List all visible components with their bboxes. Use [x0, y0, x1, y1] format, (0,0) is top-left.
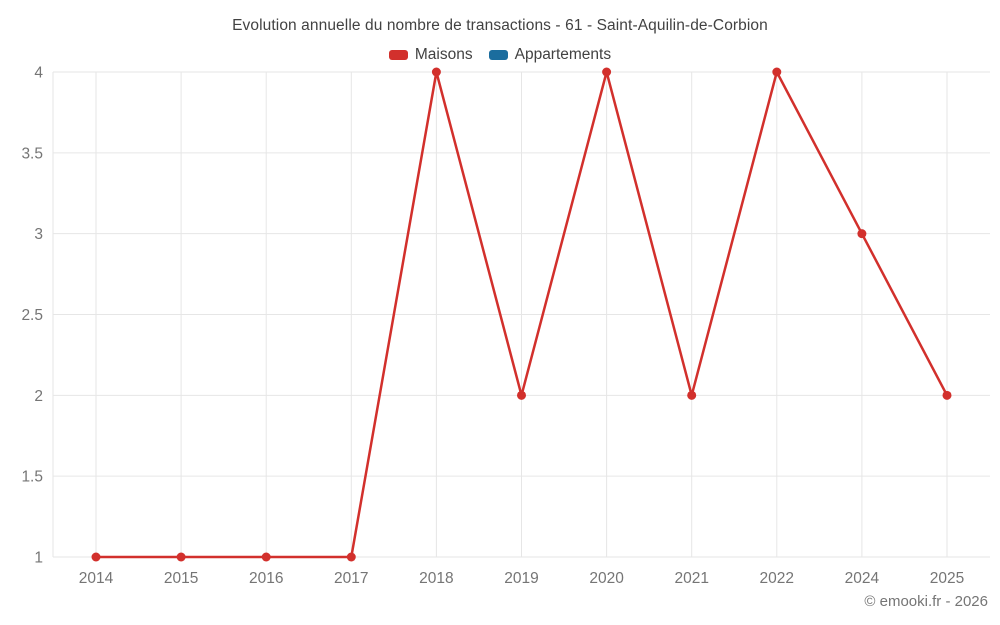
y-tick-label: 2	[34, 388, 43, 405]
x-tick-label: 2014	[79, 570, 114, 587]
x-tick-label: 2025	[930, 570, 964, 587]
y-tick-label: 1.5	[21, 469, 43, 486]
data-point[interactable]	[346, 552, 356, 562]
y-tick-label: 2.5	[21, 307, 43, 324]
x-tick-label: 2016	[249, 570, 283, 587]
legend-item-maisons[interactable]: Maisons	[388, 46, 473, 64]
data-point[interactable]	[91, 552, 101, 562]
y-tick-label: 1	[34, 550, 43, 567]
data-point[interactable]	[857, 229, 867, 239]
chart-title: Evolution annuelle du nombre de transact…	[232, 17, 768, 34]
x-tick-label: 2015	[164, 570, 198, 587]
data-point[interactable]	[261, 552, 271, 562]
x-tick-label: 2021	[674, 570, 708, 587]
data-point[interactable]	[772, 67, 782, 77]
x-tick-label: 2017	[334, 570, 368, 587]
x-tick-label: 2022	[760, 570, 794, 587]
data-point[interactable]	[687, 390, 697, 400]
x-tick-label: 2018	[419, 570, 453, 587]
data-point[interactable]	[176, 552, 186, 562]
data-point[interactable]	[942, 390, 952, 400]
chart-legend: Maisons Appartements	[0, 46, 1000, 64]
data-point[interactable]	[431, 67, 441, 77]
y-axis-labels: 1 1.5 2 2.5 3 3.5 4	[21, 65, 43, 567]
x-tick-label: 2020	[589, 570, 624, 587]
y-tick-label: 4	[34, 65, 43, 82]
x-axis-labels: 2014 2015 2016 2017 2018 2019 2020 2021 2022 2024…	[79, 570, 964, 587]
y-tick-label: 3	[34, 226, 43, 243]
legend-label-appartements: Appartements	[514, 46, 612, 63]
appartements-swatch-icon	[488, 50, 508, 60]
y-tick-label: 3.5	[21, 145, 43, 162]
gridlines	[52, 71, 990, 558]
legend-label-maisons: Maisons	[414, 46, 473, 63]
data-point[interactable]	[517, 390, 526, 400]
data-point[interactable]	[602, 67, 612, 77]
maisons-swatch-icon	[388, 50, 408, 60]
x-tick-label: 2019	[504, 570, 538, 587]
series-lines	[91, 67, 952, 562]
watermark: © emooki.fr - 2026	[864, 593, 988, 610]
legend-item-appartements[interactable]: Appartements	[488, 46, 612, 64]
x-tick-label: 2024	[845, 570, 880, 587]
